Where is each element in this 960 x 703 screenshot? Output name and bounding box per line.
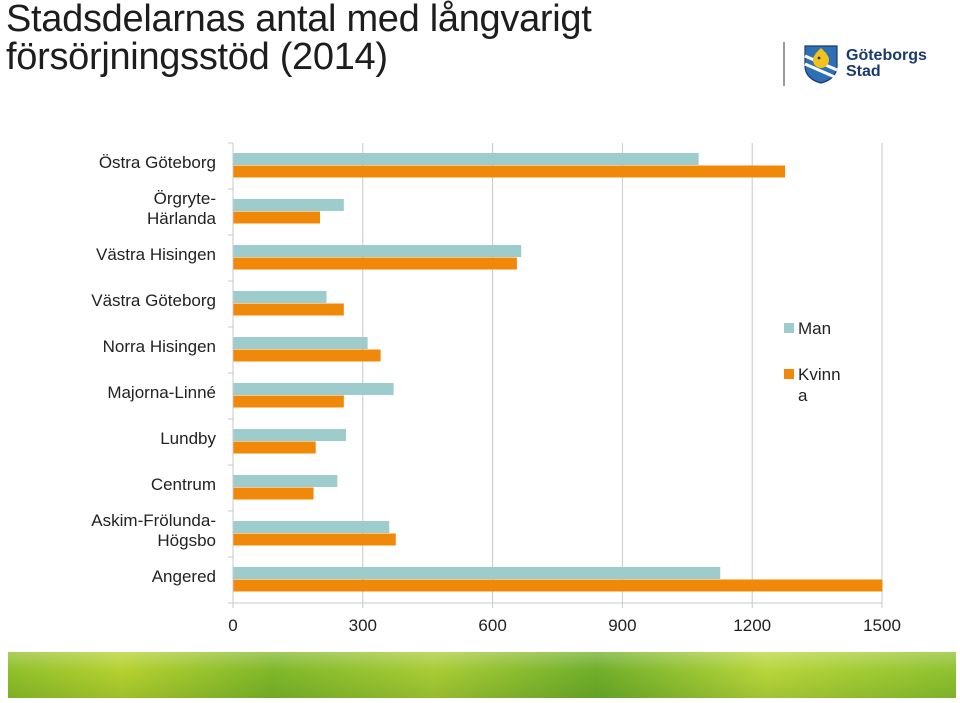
bar-kvinna-0 <box>233 165 786 178</box>
logo-text-line-2: Stad <box>846 63 881 80</box>
bar-kvinna-9 <box>233 579 883 592</box>
x-tick-label-300: 300 <box>349 616 377 635</box>
bar-man-9 <box>233 567 721 579</box>
legend-swatch-man <box>784 323 794 333</box>
bar-man-8 <box>233 521 390 533</box>
x-tick-label-600: 600 <box>478 616 506 635</box>
category-label-1: Örgryte-Härlanda <box>147 189 217 228</box>
category-label-3: Västra Göteborg <box>91 291 216 310</box>
bar-man-1 <box>233 199 344 211</box>
logo-divider <box>783 42 785 86</box>
bar-kvinna-5 <box>233 395 344 408</box>
footer-banner <box>8 652 956 698</box>
x-tick-label-900: 900 <box>608 616 636 635</box>
bar-man-2 <box>233 245 522 257</box>
chart-legend: Man Kvinn a <box>784 318 904 410</box>
logo-text-line-1: Göteborgs <box>846 47 927 64</box>
bar-kvinna-8 <box>233 533 396 546</box>
bar-man-0 <box>233 153 699 165</box>
chart-title-line-1: Stadsdelarnas antal med långvarigt <box>6 0 592 40</box>
x-tick-label-1500: 1500 <box>863 616 901 635</box>
bar-kvinna-3 <box>233 303 344 316</box>
legend-item-kvinna: Kvinn a <box>784 364 904 410</box>
category-label-0: Östra Göteborg <box>99 153 216 172</box>
bar-man-6 <box>233 429 346 441</box>
category-label-4: Norra Hisingen <box>103 337 216 356</box>
bar-kvinna-1 <box>233 211 321 224</box>
legend-item-man: Man <box>784 318 904 364</box>
category-label-5: Majorna-Linné <box>107 383 216 402</box>
legend-label-man: Man <box>798 319 832 338</box>
bar-man-7 <box>233 475 338 487</box>
x-tick-label-1200: 1200 <box>733 616 771 635</box>
bar-chart: 0 300 600 900 1200 1500 Östra Göteborg Örgryte-… <box>91 142 901 635</box>
category-label-7: Centrum <box>151 475 216 494</box>
goteborg-coat-of-arms-icon <box>804 45 838 84</box>
bar-man-5 <box>233 383 394 395</box>
legend-label-kvinna: Kvinn a <box>798 365 841 405</box>
goteborgs-stad-logo: Göteborgs Stad <box>783 42 943 86</box>
category-label-9: Angered <box>152 567 216 586</box>
bar-man-3 <box>233 291 327 303</box>
logo-text: Göteborgs Stad <box>846 48 927 80</box>
bar-kvinna-6 <box>233 441 316 454</box>
legend-swatch-kvinna <box>784 369 794 379</box>
category-label-8: Askim-Frölunda-Högsbo <box>91 511 216 550</box>
bar-kvinna-2 <box>233 257 517 270</box>
bar-kvinna-4 <box>233 349 381 362</box>
category-label-6: Lundby <box>160 429 216 448</box>
chart-title-line-2: försörjningsstöd (2014) <box>6 36 388 78</box>
chart-title: Stadsdelarnas antal med långvarigt försö… <box>6 0 766 76</box>
bar-kvinna-7 <box>233 487 314 500</box>
category-label-2: Västra Hisingen <box>96 245 216 264</box>
bar-man-4 <box>233 337 368 349</box>
x-tick-label-0: 0 <box>228 616 237 635</box>
